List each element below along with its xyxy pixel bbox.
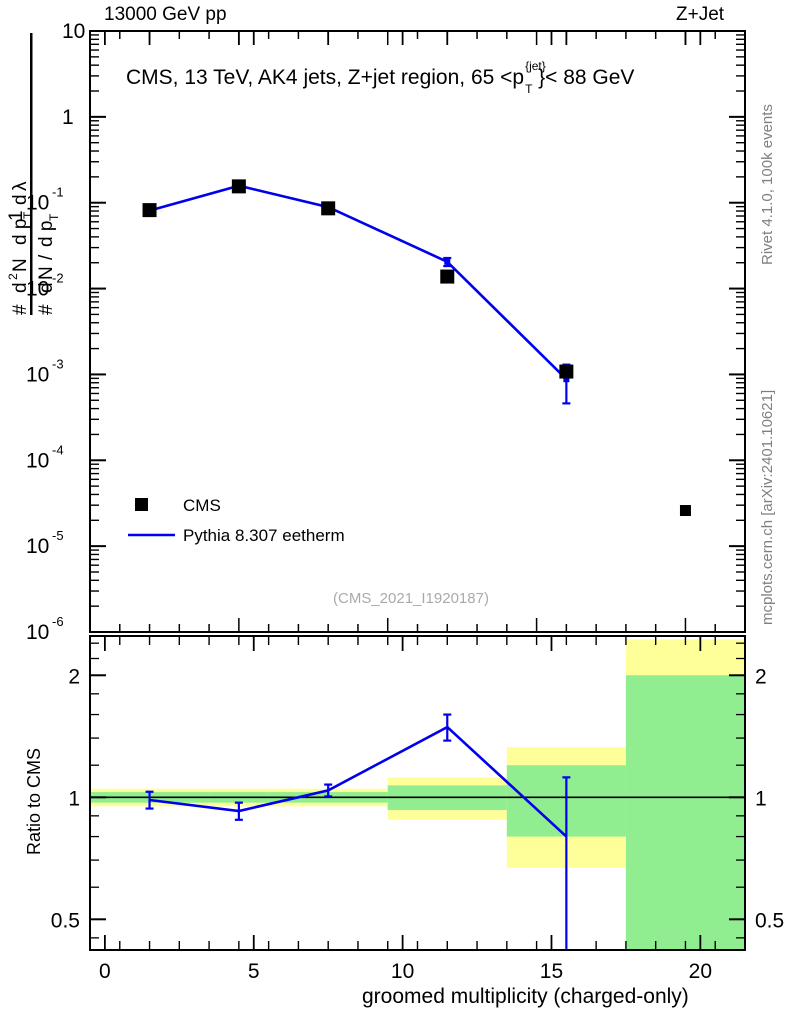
- cms-data-marker: [142, 203, 157, 218]
- ylabel-den-hash: #: [36, 304, 57, 315]
- main-ytick-exponent: -1: [52, 185, 64, 200]
- ratio-ytick-label-right: 2: [755, 665, 767, 688]
- svg-text:CMS, 13 TeV, AK4 jets, Z+jet r: CMS, 13 TeV, AK4 jets, Z+jet region, 65 …: [126, 66, 524, 89]
- main-ytick-label: 10: [26, 278, 49, 301]
- ylabel-num-dpt: d p: [10, 219, 31, 245]
- main-ytick-label: 10: [62, 20, 85, 43]
- ylabel-num-lambda: λ: [10, 181, 31, 191]
- main-ytick-label: 10: [26, 192, 49, 215]
- x-tick-label: 0: [99, 960, 111, 983]
- x-tick-label: 10: [391, 960, 414, 983]
- mc-curve-pythia: [145, 182, 571, 405]
- svg-text:T: T: [525, 82, 533, 96]
- legend-label-cms: CMS: [183, 496, 221, 515]
- ylabel-den-dpt-sub: T: [47, 213, 61, 221]
- header-beam: 13000 GeV pp: [104, 4, 227, 25]
- side-text-mcplots: mcplots.cern.ch [arXiv:2401.10621]: [759, 390, 776, 625]
- ylabel-num-N: N: [10, 258, 31, 272]
- header-process: Z+Jet: [676, 4, 725, 25]
- ratio-uncertainty-bands: [91, 639, 744, 949]
- legend: CMS Pythia 8.307 eetherm: [128, 496, 345, 545]
- main-ytick-exponent: -4: [52, 442, 64, 457]
- ylabel-den-d: d: [36, 282, 57, 293]
- ratio-axis-ticks: [89, 636, 746, 950]
- ratio-ytick-labels: 2 2 1 1 0.5 0.5: [51, 665, 784, 932]
- main-ytick-label: 1: [62, 106, 74, 129]
- main-ytick-label: 10: [26, 449, 49, 472]
- svg-text:{jet}: {jet}: [525, 59, 546, 73]
- main-ytick-label: 10: [26, 535, 49, 558]
- ylabel-den-N: N: [36, 266, 57, 280]
- cms-data-marker: [559, 364, 574, 379]
- ylabel-one: 1: [6, 210, 27, 221]
- ratio-ytick-label-left: 1: [68, 787, 80, 810]
- main-ytick-exponent: -6: [52, 614, 64, 629]
- watermark-analysis-id: (CMS_2021_I1920187): [333, 590, 489, 607]
- x-axis-label: groomed multiplicity (charged-only): [362, 985, 689, 1008]
- cms-data-points: [142, 179, 691, 517]
- cms-data-marker: [321, 201, 336, 216]
- ratio-band-inner: [625, 675, 744, 949]
- main-ylabel: # d 2 N d p T d λ # d N / d p T 1: [6, 33, 61, 315]
- ylabel-num-d: d: [10, 282, 31, 293]
- x-axis-tick-labels: 0 5 10 15 20: [99, 960, 712, 983]
- ratio-ytick-label-left: 0.5: [51, 909, 80, 932]
- main-title: CMS, 13 TeV, AK4 jets, Z+jet region, 65 …: [126, 59, 634, 96]
- legend-label-pythia: Pythia 8.307 eetherm: [183, 526, 345, 545]
- ratio-curve-pythia: [145, 713, 571, 949]
- ratio-ylabel: Ratio to CMS: [24, 748, 44, 855]
- ylabel-num-dlam: d: [10, 194, 31, 205]
- ratio-ytick-label-right: 1: [755, 787, 767, 810]
- x-tick-label: 15: [540, 960, 563, 983]
- ylabel-den-slash: /: [36, 254, 57, 260]
- side-text-rivet: Rivet 4.1.0, 100k events: [759, 104, 776, 265]
- ylabel-num-sup: 2: [6, 273, 20, 280]
- main-ytick-exponent: -3: [52, 356, 64, 371]
- svg-text:}< 88 GeV: }< 88 GeV: [538, 66, 634, 89]
- cms-data-marker: [231, 179, 246, 194]
- legend-marker-cms: [135, 498, 148, 511]
- ratio-ytick-label-left: 2: [68, 665, 80, 688]
- main-axis-ticks: [89, 30, 746, 633]
- cms-data-marker: [679, 505, 691, 517]
- x-tick-label: 5: [248, 960, 260, 983]
- main-ytick-label: 10: [26, 363, 49, 386]
- ylabel-num-hash: #: [10, 304, 31, 315]
- main-ytick-exponent: -2: [52, 271, 64, 286]
- ylabel-num-dpt-sub: T: [21, 211, 35, 219]
- ylabel-den-dpt: d p: [36, 221, 57, 247]
- main-ytick-label: 10: [26, 621, 49, 644]
- cms-data-marker: [440, 269, 455, 284]
- main-ytick-exponent: -5: [52, 528, 64, 543]
- x-tick-label: 20: [689, 960, 712, 983]
- ratio-ytick-label-right: 0.5: [755, 909, 784, 932]
